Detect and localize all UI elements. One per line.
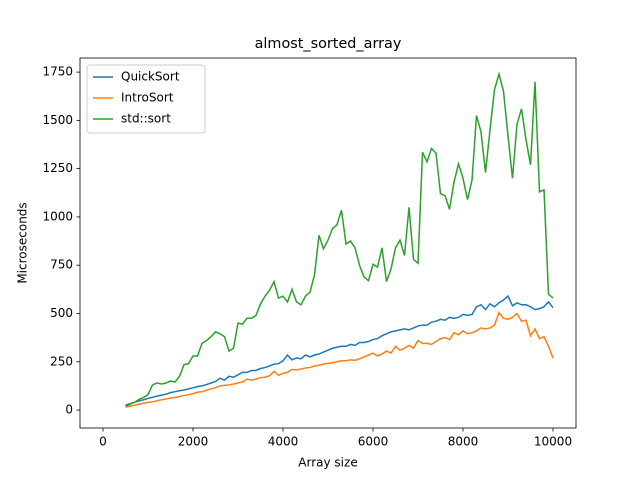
legend-label: std::sort — [121, 112, 171, 126]
x-tick-label: 2000 — [178, 435, 209, 449]
y-axis-label: Microseconds — [16, 202, 30, 283]
chart-title: almost_sorted_array — [255, 36, 402, 52]
legend-label: IntroSort — [121, 91, 174, 105]
y-tick-label: 1000 — [42, 209, 73, 223]
x-tick-label: 4000 — [268, 435, 299, 449]
x-tick-label: 8000 — [448, 435, 479, 449]
y-tick-label: 1500 — [42, 113, 73, 127]
y-tick-label: 500 — [50, 306, 73, 320]
y-tick-label: 750 — [50, 258, 73, 272]
line-series — [125, 71, 554, 407]
legend-box — [86, 64, 206, 134]
y-tick-label: 1750 — [42, 65, 73, 79]
y-tick-label: 1250 — [42, 161, 73, 175]
x-tick-label: 0 — [99, 435, 107, 449]
y-tick-label: 250 — [50, 354, 73, 368]
legend-label: QuickSort — [121, 70, 180, 84]
x-tick-label: 6000 — [358, 435, 389, 449]
plot-frame — [79, 57, 577, 429]
x-axis-label: Array size — [298, 456, 357, 470]
y-tick-label: 0 — [65, 403, 73, 417]
x-tick-label: 10000 — [534, 435, 572, 449]
line-series — [125, 310, 554, 408]
line-series — [125, 294, 554, 406]
